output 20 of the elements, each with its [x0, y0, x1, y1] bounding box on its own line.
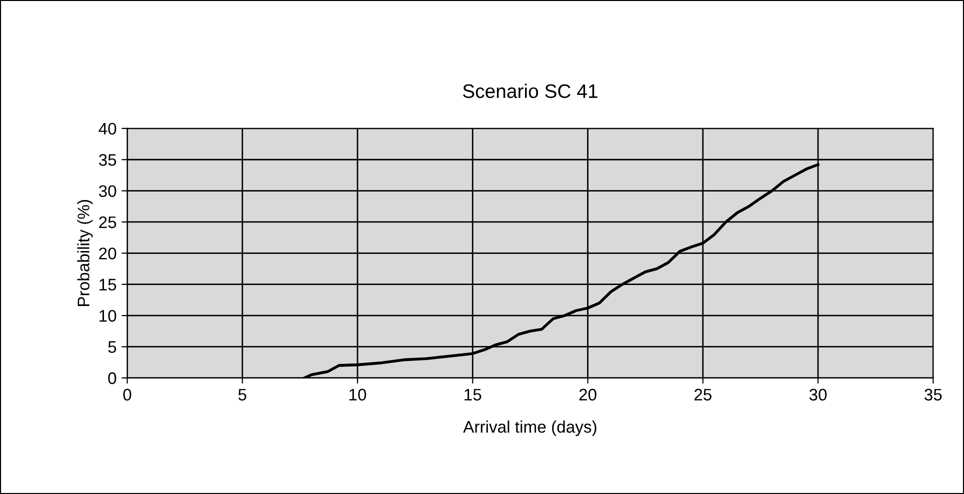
- x-tick-label: 10: [350, 388, 366, 401]
- x-tick-label: 5: [238, 388, 246, 401]
- x-tick-label: 15: [464, 388, 482, 401]
- y-axis-title: Probability (%): [77, 200, 93, 306]
- x-tick-label: 30: [809, 388, 827, 401]
- x-tick-label: 25: [694, 388, 712, 401]
- y-tick-label: 10: [100, 310, 116, 322]
- y-tick-label: 20: [99, 248, 116, 260]
- y-tick-label: 15: [100, 278, 116, 291]
- y-tick-label: 25: [99, 216, 116, 228]
- y-tick-label: 30: [98, 185, 116, 198]
- y-tick-label: 0: [108, 372, 116, 384]
- x-axis-title: Arrival time (days): [463, 420, 596, 436]
- chart-title: Scenario SC 41: [462, 84, 598, 98]
- y-tick-label: 35: [98, 154, 116, 166]
- x-tick-label: 0: [123, 388, 132, 401]
- x-tick-label: 20: [579, 388, 596, 401]
- y-tick-label: 40: [98, 122, 116, 135]
- x-tick-label: 35: [924, 388, 942, 401]
- y-tick-label: 5: [108, 341, 116, 353]
